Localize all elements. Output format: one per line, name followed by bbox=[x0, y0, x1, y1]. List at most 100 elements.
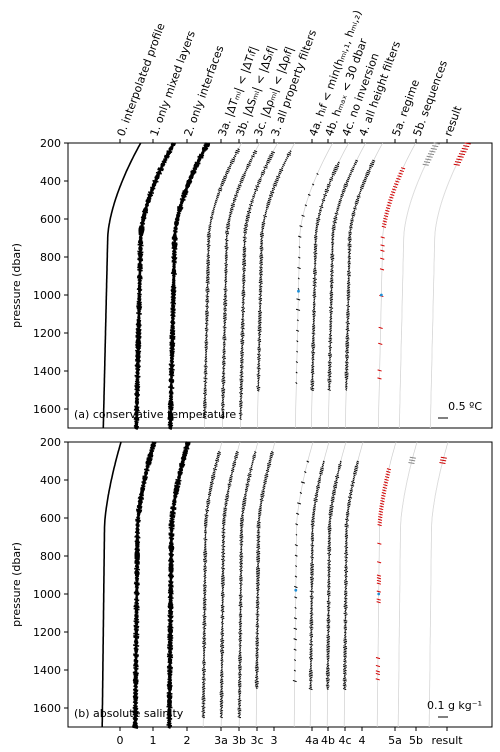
profile-segment bbox=[346, 316, 350, 320]
profile-segment bbox=[310, 569, 314, 573]
profile-segment bbox=[328, 523, 332, 526]
profile-segment bbox=[328, 387, 331, 390]
profile-segment bbox=[180, 199, 185, 202]
profile-segment bbox=[344, 662, 346, 665]
profile-segment bbox=[256, 598, 259, 601]
profile-segment bbox=[169, 409, 173, 412]
profile-segment bbox=[382, 486, 387, 489]
profile-segment bbox=[239, 627, 242, 630]
profile-segment bbox=[330, 176, 334, 180]
profile-segment bbox=[241, 330, 244, 333]
profile-segment bbox=[258, 309, 262, 312]
profile-segment bbox=[341, 192, 345, 195]
profile-segment bbox=[203, 579, 207, 582]
profile-segment bbox=[298, 246, 301, 249]
profile-segment bbox=[202, 692, 205, 695]
profile-segment bbox=[361, 183, 365, 186]
profile-segment bbox=[170, 304, 176, 307]
profile-segment bbox=[204, 329, 209, 332]
profile-segment bbox=[296, 340, 299, 343]
profile-segment bbox=[173, 228, 177, 232]
profile-segment bbox=[137, 258, 144, 262]
profile-segment bbox=[134, 623, 138, 627]
profile-segment bbox=[140, 484, 146, 488]
profile-segment bbox=[135, 558, 140, 562]
profile-segment bbox=[312, 270, 317, 274]
profile-segment bbox=[202, 416, 207, 419]
profile-segment bbox=[242, 248, 247, 251]
profile-segment bbox=[169, 522, 174, 525]
profile-segment bbox=[202, 603, 207, 606]
profile-segment bbox=[138, 235, 143, 239]
profile-segment bbox=[255, 623, 259, 626]
profile-segment bbox=[170, 314, 176, 318]
profile-segment bbox=[215, 199, 218, 202]
profile-segment bbox=[171, 271, 177, 274]
profile-segment bbox=[242, 274, 246, 277]
profile-segment bbox=[136, 506, 143, 509]
profile-segment bbox=[285, 158, 288, 161]
profile-segment bbox=[327, 575, 331, 578]
profile-segment bbox=[239, 519, 244, 522]
profile-segment bbox=[267, 462, 272, 466]
profile-segment bbox=[135, 354, 141, 358]
profile-segment bbox=[132, 688, 139, 692]
profile-segment bbox=[171, 328, 175, 331]
profile-segment bbox=[238, 710, 241, 714]
profile-segment bbox=[169, 359, 175, 363]
profile-segment bbox=[314, 238, 318, 241]
profile-segment bbox=[337, 467, 341, 470]
profile-segment bbox=[315, 226, 319, 229]
profile-segment bbox=[231, 468, 235, 471]
profile-segment bbox=[134, 619, 139, 622]
profile-segment bbox=[253, 452, 256, 455]
profile-segment bbox=[257, 348, 262, 351]
profile-segment bbox=[133, 625, 139, 629]
profile-segment bbox=[326, 602, 331, 605]
profile-segment bbox=[170, 516, 174, 520]
profile-segment bbox=[168, 532, 175, 536]
profile-segment bbox=[381, 494, 386, 497]
profile-segment bbox=[232, 466, 235, 469]
profile-segment bbox=[376, 577, 382, 580]
profile-segment bbox=[260, 232, 264, 235]
profile-segment bbox=[143, 468, 150, 472]
profile-segment bbox=[246, 210, 252, 214]
profile-segment bbox=[133, 673, 139, 677]
profile-segment bbox=[254, 190, 257, 193]
profile-segment bbox=[331, 250, 334, 253]
profile-segment bbox=[343, 634, 347, 638]
profile-segment bbox=[219, 716, 223, 719]
profile-segment bbox=[255, 567, 261, 570]
profile-segment bbox=[168, 616, 173, 620]
profile-segment bbox=[220, 640, 225, 643]
profile-segment bbox=[310, 602, 313, 605]
profile-segment bbox=[137, 295, 142, 298]
profile-segment bbox=[262, 486, 266, 490]
profile-segment bbox=[132, 710, 139, 714]
profile-segment bbox=[237, 685, 242, 688]
profile-segment bbox=[168, 378, 175, 381]
profile-segment bbox=[168, 546, 175, 549]
profile-segment bbox=[309, 590, 314, 593]
profile-segment bbox=[432, 145, 439, 148]
profile-segment bbox=[216, 194, 220, 197]
profile-segment bbox=[328, 534, 331, 537]
profile-segment bbox=[310, 351, 316, 354]
profile-segment bbox=[138, 226, 145, 230]
profile-segment bbox=[135, 331, 142, 335]
profile-segment bbox=[202, 707, 205, 710]
profile-segment bbox=[220, 669, 224, 673]
profile-segment bbox=[313, 247, 318, 250]
profile-trace bbox=[294, 142, 334, 429]
profile-segment bbox=[224, 247, 229, 250]
profile-segment bbox=[221, 399, 225, 402]
profile-segment bbox=[355, 198, 360, 202]
profile-segment bbox=[143, 207, 148, 210]
profile-segment bbox=[167, 584, 174, 588]
profile-segment bbox=[204, 358, 208, 361]
profile-segment bbox=[181, 195, 186, 199]
profile-segment bbox=[288, 151, 292, 154]
profile-segment bbox=[257, 381, 260, 384]
profile-segment bbox=[337, 204, 341, 207]
